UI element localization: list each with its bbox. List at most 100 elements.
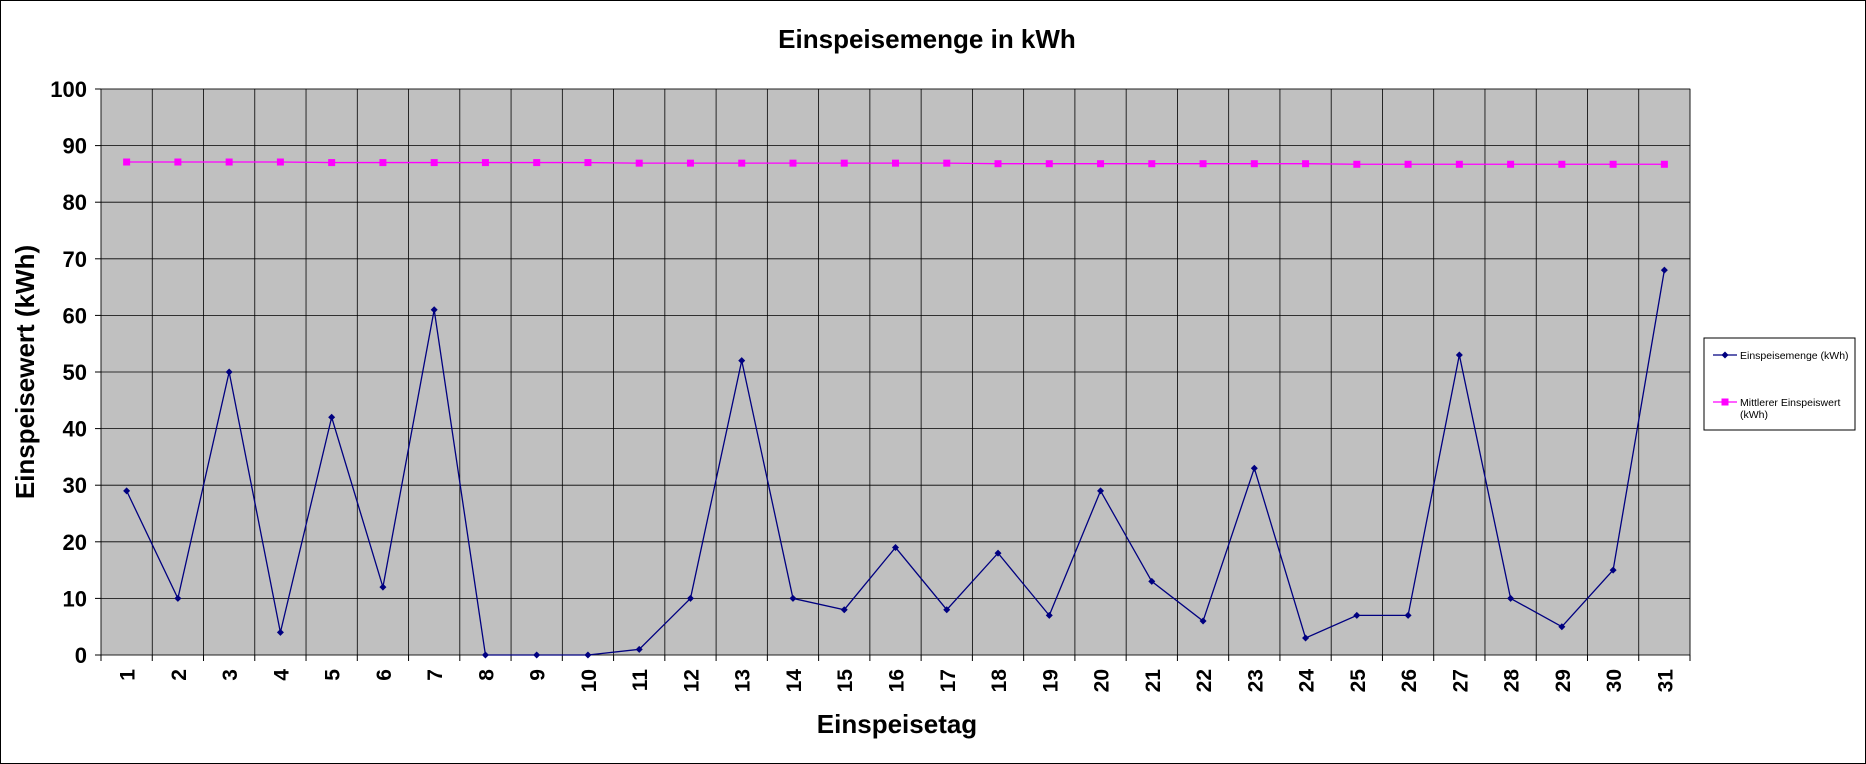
x-tick-label: 25 <box>1347 669 1370 693</box>
x-tick-label: 14 <box>783 669 806 693</box>
series-1-point <box>943 606 951 614</box>
x-tick-label: 26 <box>1398 669 1421 692</box>
series-1-point <box>1199 617 1207 625</box>
y-tick-label: 0 <box>75 643 87 668</box>
series-1-point <box>635 645 643 653</box>
series-1-point <box>1045 611 1053 619</box>
series-2-point <box>1250 160 1258 168</box>
series-2-point <box>635 159 643 167</box>
series-2-point <box>1507 160 1515 168</box>
series-2-point <box>892 159 899 167</box>
x-tick-label: 12 <box>680 669 703 692</box>
x-tick-label: 22 <box>1193 669 1216 692</box>
series-1-point <box>225 368 233 376</box>
x-tick-label: 11 <box>629 669 652 692</box>
series-1-point <box>276 628 284 636</box>
legend-entry-series-1: Einspeisemenge (kWh) <box>1713 350 1849 362</box>
series-2-point <box>1302 160 1310 168</box>
series-1-point <box>481 651 489 659</box>
x-tick-label: 21 <box>1142 669 1165 693</box>
series-2-point <box>1660 160 1668 168</box>
series-2-point <box>789 159 797 167</box>
series-2-point <box>1045 160 1053 168</box>
series-2-point <box>1455 160 1463 168</box>
series-layer <box>123 158 1668 659</box>
series-2-point <box>379 159 387 167</box>
series-1-point <box>1302 634 1310 642</box>
series-2-point <box>584 159 592 167</box>
series-1-point <box>584 651 592 659</box>
y-axis-title: Einspeisewert (kWh) <box>10 245 40 499</box>
y-tick-label: 80 <box>63 190 87 215</box>
legend-marker-series-2 <box>1721 398 1729 406</box>
series-2-point <box>1199 160 1207 168</box>
series-1-point <box>840 606 848 614</box>
series-1-point <box>1660 266 1668 274</box>
vertical-gridlines <box>100 89 1691 655</box>
series-1-point <box>1455 351 1463 359</box>
series-2-point <box>328 159 336 167</box>
y-tick-label: 70 <box>63 247 87 272</box>
x-tick-label: 28 <box>1501 669 1524 693</box>
x-tick-label: 5 <box>322 669 345 681</box>
x-tick-label: 9 <box>527 669 550 681</box>
series-2-point <box>1353 160 1361 168</box>
horizontal-gridlines <box>101 88 1690 656</box>
series-1-point <box>1507 594 1515 602</box>
series-1-point <box>1097 487 1105 495</box>
x-tick-label: 6 <box>373 669 396 681</box>
y-axis-ticks: 0 10 20 30 40 50 60 70 80 90 100 <box>50 77 101 668</box>
x-tick-label: 10 <box>578 669 601 692</box>
series-2-point <box>840 159 848 167</box>
series-1-point <box>174 594 182 602</box>
y-tick-label: 30 <box>63 473 87 498</box>
series-1-point <box>1148 577 1156 585</box>
legend-box <box>1703 337 1856 431</box>
x-tick-label: 2 <box>168 669 191 681</box>
series-1-point <box>1250 464 1258 472</box>
x-tick-label: 27 <box>1449 669 1472 692</box>
legend-label-series-1: Einspeisemenge (kWh) <box>1740 350 1849 362</box>
series-1-point <box>1404 611 1412 619</box>
x-tick-label: 7 <box>424 669 447 681</box>
series-2-point <box>738 159 746 167</box>
series-2-point <box>276 158 284 166</box>
series-1-point <box>686 594 694 602</box>
y-tick-label: 90 <box>63 134 87 159</box>
series-1-point <box>789 594 797 602</box>
series-2-point <box>174 158 182 166</box>
series-1-point <box>328 413 336 421</box>
x-tick-label: 29 <box>1552 669 1575 692</box>
x-tick-label: 3 <box>219 669 242 681</box>
x-tick-label: 13 <box>732 669 755 692</box>
series-1-point <box>379 583 387 591</box>
x-axis-title: Einspeisetag <box>817 709 977 739</box>
x-tick-label: 19 <box>1039 669 1062 692</box>
series-1-point <box>123 487 131 495</box>
series-2-point <box>1558 160 1566 168</box>
series-1-point <box>1609 566 1617 574</box>
y-tick-label: 60 <box>63 303 87 328</box>
x-tick-label: 24 <box>1296 669 1319 693</box>
series-2-point <box>225 158 233 166</box>
x-tick-label: 23 <box>1244 669 1267 692</box>
x-tick-label: 18 <box>988 669 1011 693</box>
legend-label-series-2: Mittlerer Einspeiswert (kWh) <box>1740 397 1843 421</box>
x-tick-label: 31 <box>1654 669 1677 693</box>
series-2-point <box>123 158 131 166</box>
legend-entry-series-2: Mittlerer Einspeiswert (kWh) <box>1713 397 1843 421</box>
series-2-point <box>533 159 541 167</box>
x-tick-label: 15 <box>834 669 857 693</box>
series-1-point <box>533 651 541 659</box>
series-2-point <box>686 159 694 167</box>
series-1-point <box>738 357 746 365</box>
legend-label-series-2-line-2: (kWh) <box>1740 409 1768 421</box>
y-tick-label: 10 <box>63 586 87 611</box>
y-tick-label: 100 <box>50 77 87 102</box>
x-tick-label: 4 <box>270 669 293 681</box>
x-tick-label: 1 <box>117 669 140 681</box>
chart-title: Einspeisemenge in kWh <box>778 24 1076 54</box>
x-tick-label: 8 <box>475 669 498 681</box>
legend: Einspeisemenge (kWh) Mittlerer Einspeisw… <box>1703 337 1856 431</box>
